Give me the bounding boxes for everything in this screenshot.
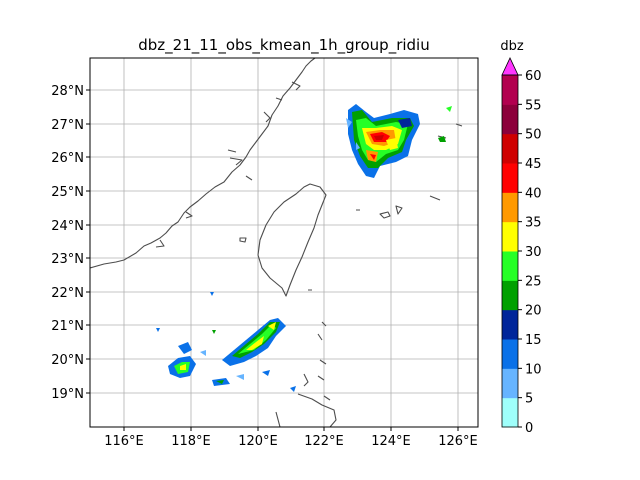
colorbar-segment: [502, 133, 518, 164]
lon-tick-label: 116°E: [104, 434, 144, 449]
radar-echo-northeast: [346, 104, 452, 178]
colorbar-tick-label: 35: [525, 216, 542, 231]
penghu-islands: [239, 237, 247, 243]
colorbar-segment: [502, 221, 518, 252]
lat-tick-label: 28°N: [51, 84, 84, 99]
lat-tick-label: 23°N: [51, 252, 84, 267]
radar-echo-southwest: [156, 292, 296, 392]
map-panel: [89, 57, 479, 428]
colorbar-tick-label: 25: [525, 274, 542, 289]
mainland-coastline: [90, 58, 316, 269]
colorbar: dbz 0 5 10 15 20 25 30 35 40 45 50 55 60: [500, 39, 541, 436]
colorbar-tick-label: 55: [525, 98, 542, 113]
colorbar-tick-label: 10: [525, 362, 542, 377]
lon-tick-label: 126°E: [438, 434, 478, 449]
colorbar-segment: [502, 397, 518, 428]
colorbar-extend-triangle: [501, 57, 519, 76]
colorbar-segment: [502, 339, 518, 369]
colorbar-tick-label: 30: [525, 245, 542, 260]
colorbar-segment: [502, 192, 518, 223]
colorbar-segment: [502, 75, 518, 105]
lat-tick-label: 24°N: [51, 219, 84, 234]
lat-tick-label: 21°N: [51, 319, 84, 334]
lon-axis: 116°E 118°E 120°E 122°E 124°E 126°E: [104, 427, 478, 449]
lat-tick-label: 26°N: [51, 151, 84, 166]
colorbar-segment: [502, 104, 518, 135]
taiwan-island: [257, 183, 327, 297]
colorbar-tick-label: 5: [525, 392, 533, 407]
lat-tick-label: 19°N: [51, 387, 84, 402]
map-background: [90, 58, 478, 427]
lon-tick-label: 120°E: [238, 434, 278, 449]
lon-tick-label: 122°E: [304, 434, 344, 449]
colorbar-tick-label: 50: [525, 128, 542, 143]
gridlines: [90, 58, 478, 427]
colorbar-tick-label: 15: [525, 333, 542, 348]
colorbar-tick-label: 20: [525, 304, 542, 319]
colorbar-tick-label: 0: [525, 421, 533, 436]
map-frame: [89, 57, 479, 428]
lat-tick-label: 25°N: [51, 185, 84, 200]
coastal-islets: [155, 81, 301, 248]
colorbar-segment: [502, 309, 518, 340]
colorbar-segment: [502, 251, 518, 281]
colorbar-ticks: 0 5 10 15 20 25 30 35 40 45 50 55 60: [518, 69, 542, 436]
lon-tick-label: 124°E: [371, 434, 411, 449]
colorbar-tick-label: 45: [525, 157, 542, 172]
colorbar-segment: [502, 368, 518, 399]
coastlines: [90, 58, 463, 427]
lat-tick-label: 22°N: [51, 286, 84, 301]
colorbar-segment: [502, 163, 518, 193]
colorbar-tick-label: 40: [525, 186, 542, 201]
colorbar-segments: [502, 75, 518, 428]
lon-tick-label: 118°E: [171, 434, 211, 449]
map-title: dbz_21_11_obs_kmean_1h_group_ridiu: [138, 36, 429, 55]
lat-tick-label: 27°N: [51, 118, 84, 133]
colorbar-segment: [502, 280, 518, 311]
lat-axis: 19°N 20°N 21°N 22°N 23°N 24°N 25°N 26°N …: [51, 84, 90, 402]
colorbar-unit-label: dbz: [500, 39, 524, 54]
luzon-strait-islands: [275, 289, 337, 427]
lat-tick-label: 20°N: [51, 353, 84, 368]
colorbar-tick-label: 60: [525, 69, 542, 84]
